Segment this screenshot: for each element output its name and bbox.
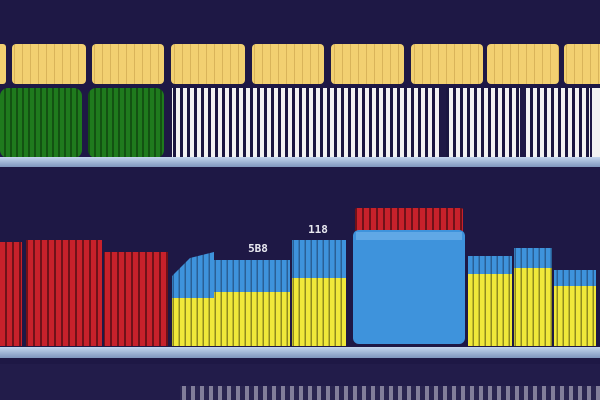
right-label: 118 xyxy=(308,223,328,236)
left-label: 5B8 xyxy=(248,242,268,255)
blue-yellow-pack xyxy=(292,278,346,346)
lid xyxy=(252,44,324,84)
blue-yellow-pack xyxy=(554,286,596,346)
red-box xyxy=(26,240,102,346)
bottom-shelf-items: 5B8 118 xyxy=(0,208,596,346)
blue-yellow-pack xyxy=(214,292,290,346)
top-shelf-items xyxy=(0,44,600,158)
lid xyxy=(564,44,600,84)
white-striped-package xyxy=(592,88,600,158)
lid xyxy=(171,44,245,84)
white-striped-package xyxy=(526,88,590,158)
blue-yellow-pack xyxy=(172,298,214,346)
red-box xyxy=(0,242,22,346)
red-lid xyxy=(355,208,463,232)
lid xyxy=(12,44,86,84)
canister-highlight xyxy=(356,232,462,240)
blue-yellow-pack xyxy=(514,268,552,346)
red-box xyxy=(104,252,168,346)
green-jar xyxy=(88,88,164,158)
top-shelf xyxy=(0,157,600,167)
white-striped-package xyxy=(172,88,440,158)
lid xyxy=(411,44,483,84)
lower-shelf-items xyxy=(180,386,600,400)
lid xyxy=(92,44,164,84)
green-jar xyxy=(0,88,82,158)
bottom-shelf xyxy=(0,347,600,358)
lid xyxy=(487,44,559,84)
white-striped-package xyxy=(446,88,520,158)
lid xyxy=(0,44,6,84)
lid xyxy=(331,44,404,84)
blue-canister xyxy=(353,230,465,344)
blue-yellow-pack xyxy=(468,274,512,346)
